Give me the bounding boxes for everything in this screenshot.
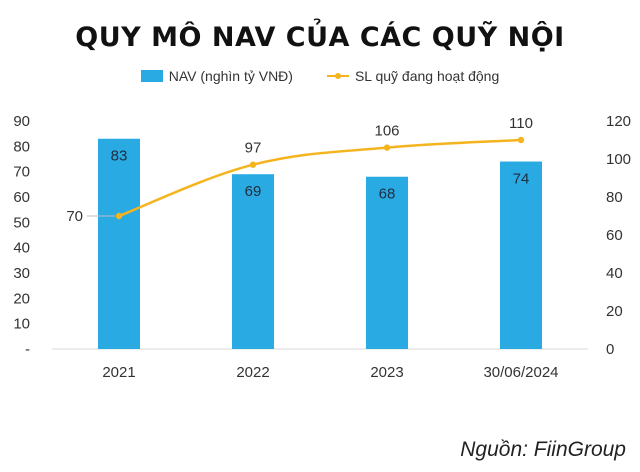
source-note: Nguồn: FiinGroup xyxy=(460,438,626,461)
y-right-tick-label: 100 xyxy=(606,151,631,168)
line-point xyxy=(383,144,391,151)
legend-swatch-nav xyxy=(140,70,163,82)
y-left-tick-label: 70 xyxy=(13,164,30,181)
y-right-tick-label: 40 xyxy=(606,265,623,282)
legend-swatch-fund-count xyxy=(326,70,349,82)
legend-label-fund-count: SL quỹ đang hoạt động xyxy=(354,68,500,84)
line-data-label: 110 xyxy=(509,115,533,132)
line-point xyxy=(249,161,257,168)
bar xyxy=(366,176,408,349)
y-left-tick-label: 90 xyxy=(13,113,30,130)
line-data-label: 70 xyxy=(66,208,83,225)
bar-data-label: 68 xyxy=(379,186,396,203)
bar xyxy=(500,161,542,349)
bar xyxy=(232,174,274,349)
line-data-label: 106 xyxy=(374,123,399,140)
y-right-tick-label: 20 xyxy=(606,303,623,320)
y-left-tick-label: 60 xyxy=(13,189,30,206)
y-right-tick-label: 80 xyxy=(606,189,623,206)
y-right-tick-label: 0 xyxy=(606,341,614,358)
legend-item-nav: NAV (nghìn tỷ VNĐ) xyxy=(140,68,293,84)
y-left-tick-label: 20 xyxy=(13,290,30,307)
y-left-tick-label: - xyxy=(25,341,30,358)
legend-item-fund-count: SL quỹ đang hoạt động xyxy=(326,68,500,84)
line-point xyxy=(115,212,123,220)
y-left-tick-label: 50 xyxy=(13,214,30,231)
series-line xyxy=(118,138,522,218)
line-point xyxy=(517,136,525,144)
y-left-tick-label: 10 xyxy=(13,316,30,333)
bar-data-label: 83 xyxy=(111,148,128,165)
y-left-tick-label: 40 xyxy=(13,240,30,257)
y-right-tick-label: 120 xyxy=(606,113,631,130)
chart-title: QUY MÔ NAV CỦA CÁC QUỸ NỘI xyxy=(75,22,565,53)
legend-label-nav: NAV (nghìn tỷ VNĐ) xyxy=(168,68,293,84)
line-data-label: 97 xyxy=(245,140,262,157)
bar-data-label: 74 xyxy=(513,171,530,188)
x-tick-label: 30/06/2024 xyxy=(483,364,558,381)
y-right-tick-label: 60 xyxy=(606,227,623,244)
x-tick-label: 2022 xyxy=(236,364,269,381)
bar xyxy=(98,138,140,349)
chart-legend: NAV (nghìn tỷ VNĐ) SL quỹ đang hoạt động xyxy=(0,68,640,84)
bar-data-label: 69 xyxy=(245,183,262,200)
x-tick-label: 2023 xyxy=(370,364,403,381)
x-tick-label: 2021 xyxy=(102,364,135,381)
y-left-tick-label: 30 xyxy=(13,265,30,282)
y-left-tick-label: 80 xyxy=(13,138,30,155)
